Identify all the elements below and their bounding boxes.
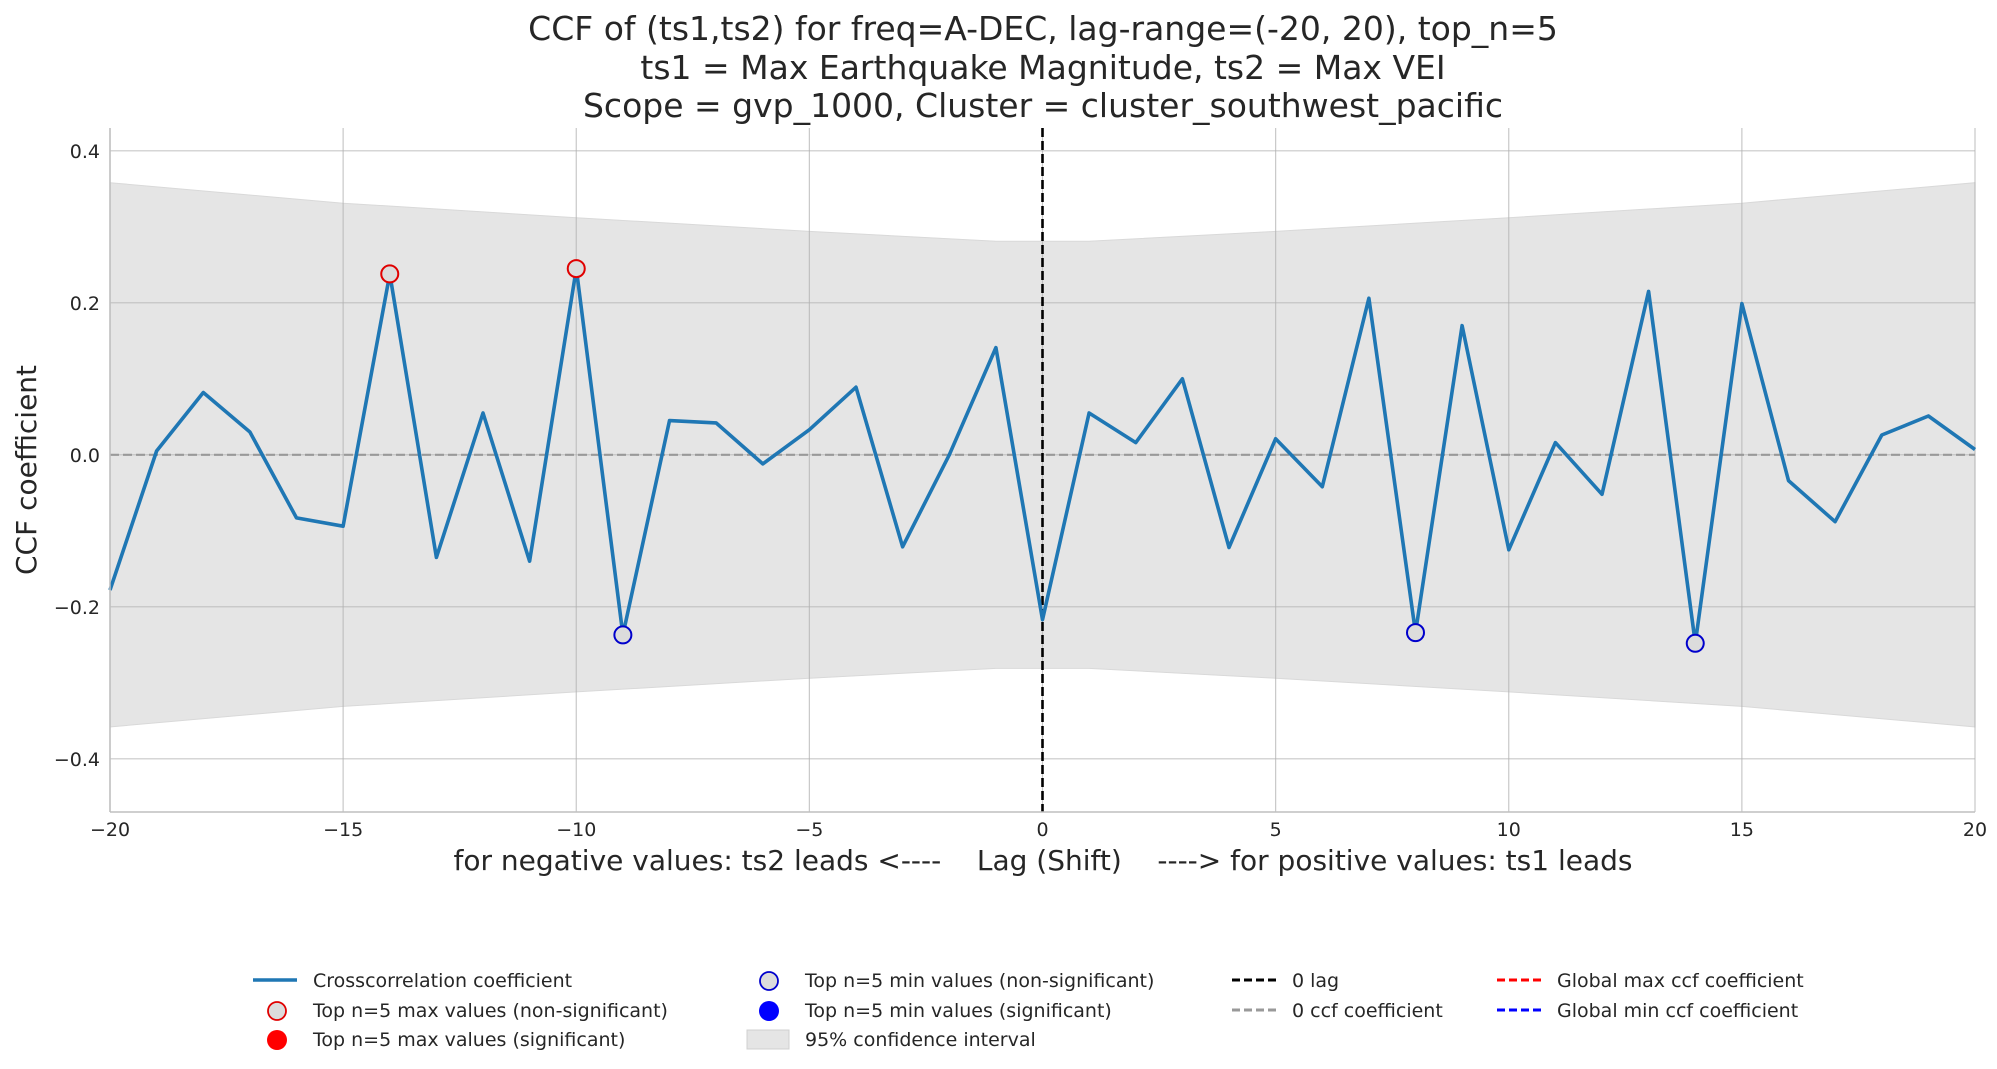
- x-tick-label: 20: [1963, 819, 1987, 841]
- legend-dot-swatch: [759, 1001, 779, 1021]
- y-tick-label: −0.2: [54, 597, 100, 619]
- y-tick-label: 0.2: [70, 293, 100, 315]
- y-tick-label: 0.0: [70, 445, 100, 467]
- legend-ring-swatch: [267, 1001, 287, 1021]
- legend-label: 95% confidence interval: [805, 1029, 1036, 1051]
- x-tick-label: −10: [556, 819, 596, 841]
- legend-item: 0 ccf coefficient: [1232, 1000, 1443, 1022]
- y-tick-label: −0.4: [54, 749, 100, 771]
- legend-item: Top n=5 max values (non-significant): [267, 1000, 668, 1022]
- legend-label: 0 lag: [1292, 970, 1339, 992]
- y-axis-label: CCF coefficient: [10, 365, 43, 575]
- legend-label: Top n=5 max values (significant): [312, 1029, 625, 1051]
- series-line: [108, 266, 1977, 646]
- legend-item: Global max ccf coefficient: [1497, 970, 1804, 992]
- ccf-series-line: [108, 266, 1977, 646]
- x-tick-label: 0: [1036, 819, 1048, 841]
- legend-label: Top n=5 max values (non-significant): [312, 1000, 668, 1022]
- legend-patch-swatch: [746, 1029, 790, 1050]
- legend-label: Global min ccf coefficient: [1557, 1000, 1798, 1022]
- legend-label: 0 ccf coefficient: [1292, 1000, 1443, 1022]
- legend: Crosscorrelation coefficient Top n=5 max …: [253, 970, 1804, 1051]
- top-max-marker: [566, 259, 586, 279]
- legend-dot-swatch: [267, 1030, 287, 1050]
- top-markers: [380, 259, 1705, 653]
- legend-label: Crosscorrelation coefficient: [313, 970, 572, 992]
- legend-ring-swatch: [759, 971, 779, 991]
- legend-label: Global max ccf coefficient: [1557, 970, 1804, 992]
- x-tick-label: 10: [1497, 819, 1521, 841]
- x-tick-label: 15: [1730, 819, 1754, 841]
- x-tick-label: −15: [323, 819, 363, 841]
- legend-item: 95% confidence interval: [746, 1029, 1036, 1051]
- reference-lines: [110, 128, 1975, 812]
- x-tick-label: 5: [1270, 819, 1282, 841]
- top-max-marker: [380, 264, 400, 284]
- top-min-marker: [1406, 623, 1425, 643]
- chart-title: CCF of (ts1,ts2) for freq=A-DEC, lag-ran…: [528, 9, 1558, 125]
- x-tick-label: −5: [795, 819, 823, 841]
- legend-item: Top n=5 max values (significant): [267, 1029, 625, 1051]
- top-min-marker: [613, 625, 633, 645]
- top-min-marker: [1685, 633, 1705, 653]
- x-axis-label: for negative values: ts2 leads <---- Lag…: [454, 844, 1633, 877]
- legend-item: Crosscorrelation coefficient: [253, 970, 572, 992]
- legend-item: Top n=5 min values (significant): [759, 1000, 1112, 1022]
- legend-label: Top n=5 min values (non-significant): [804, 970, 1154, 992]
- x-tick-label: −20: [90, 819, 130, 841]
- legend-item: 0 lag: [1232, 970, 1339, 992]
- y-tick-label: 0.4: [70, 141, 100, 163]
- legend-label: Top n=5 min values (significant): [804, 1000, 1112, 1022]
- axes: −20 −15 −10 −5 0 5 10 15 20 −0.4 −0.2 0.0 0.2 0.4 for …: [10, 128, 1987, 877]
- chart-title-line: ts1 = Max Earthquake Magnitude, ts2 = Ma…: [640, 48, 1445, 87]
- legend-item: Top n=5 min values (non-significant): [759, 970, 1154, 992]
- chart-title-line: Scope = gvp_1000, Cluster = cluster_sout…: [583, 86, 1503, 125]
- legend-item: Global min ccf coefficient: [1497, 1000, 1798, 1022]
- chart-title-line: CCF of (ts1,ts2) for freq=A-DEC, lag-ran…: [528, 9, 1558, 48]
